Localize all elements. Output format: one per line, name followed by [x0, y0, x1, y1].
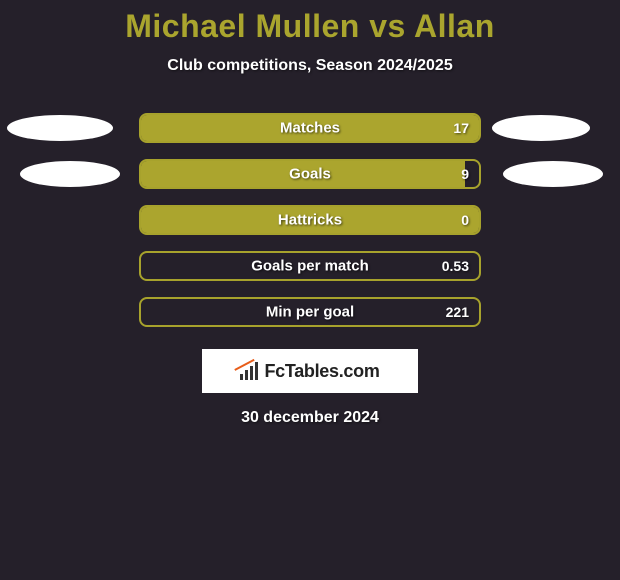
stat-bar: Matches17 [139, 113, 481, 143]
stat-bar: Goals per match0.53 [139, 251, 481, 281]
logo-text: FcTables.com [264, 361, 379, 382]
page-title: Michael Mullen vs Allan [0, 8, 620, 45]
stat-value: 0.53 [442, 258, 469, 274]
stat-bar: Hattricks0 [139, 205, 481, 235]
chart-icon [240, 362, 258, 380]
right-ellipse [492, 115, 590, 141]
widget-root: Michael Mullen vs Allan Club competition… [0, 0, 620, 427]
stat-row: Min per goal221 [0, 297, 620, 327]
subtitle: Club competitions, Season 2024/2025 [0, 57, 620, 75]
stats-list: Matches17 Goals9 Hattricks0 Goals per match… [0, 113, 620, 327]
stat-value: 9 [461, 166, 469, 182]
left-ellipse [7, 115, 113, 141]
stat-label: Min per goal [141, 304, 479, 321]
right-ellipse [503, 161, 603, 187]
stat-bar: Min per goal221 [139, 297, 481, 327]
stat-row: Goals9 [0, 159, 620, 189]
left-ellipse [20, 161, 120, 187]
stat-row: Hattricks0 [0, 205, 620, 235]
stat-label: Hattricks [141, 212, 479, 229]
stat-value: 0 [461, 212, 469, 228]
stat-label: Goals per match [141, 258, 479, 275]
stat-bar: Goals9 [139, 159, 481, 189]
date-text: 30 december 2024 [0, 409, 620, 427]
stat-row: Goals per match0.53 [0, 251, 620, 281]
stat-label: Goals [141, 166, 479, 183]
stat-value: 221 [446, 304, 469, 320]
stat-row: Matches17 [0, 113, 620, 143]
logo-box[interactable]: FcTables.com [202, 349, 418, 393]
stat-value: 17 [453, 120, 469, 136]
stat-label: Matches [141, 120, 479, 137]
